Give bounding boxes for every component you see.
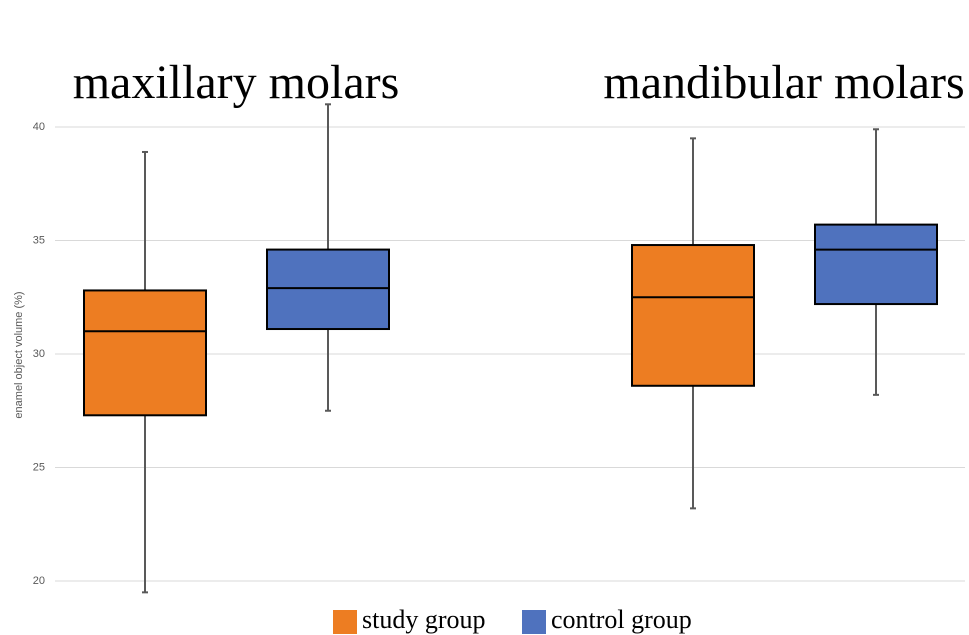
y-axis-label: enamel object volume (%) (13, 291, 25, 418)
box (814, 223, 938, 306)
y-tick-label: 40 (33, 121, 45, 133)
legend-label: study group (362, 605, 486, 634)
group-title: maxillary molars (73, 56, 400, 109)
y-tick-label: 35 (33, 234, 45, 246)
box (631, 244, 755, 387)
y-tick-label: 25 (33, 461, 45, 473)
box (83, 289, 207, 417)
y-tick-label: 30 (33, 348, 45, 360)
legend-label: control group (551, 605, 692, 634)
y-tick-label: 20 (33, 575, 45, 587)
legend-swatch (522, 610, 546, 634)
legend-swatch (333, 610, 357, 634)
box (266, 248, 390, 331)
group-title: mandibular molars (603, 56, 964, 109)
